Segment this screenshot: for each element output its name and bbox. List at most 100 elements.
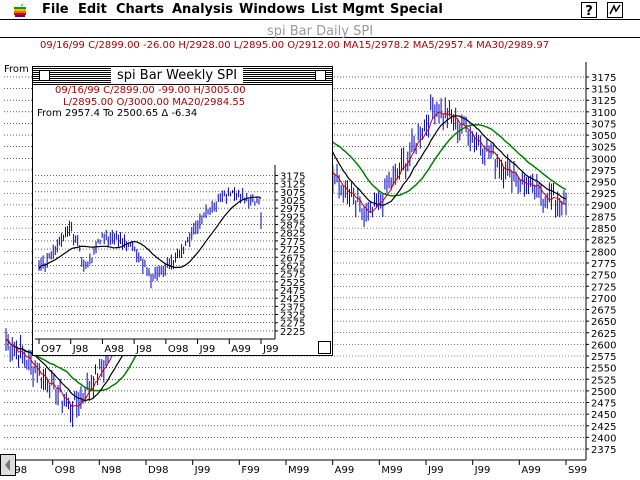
x-tick-label: J98 — [135, 344, 152, 355]
y-tick-label: 2275 — [280, 319, 305, 330]
menu-bar: File Edit Charts Analysis Windows List M… — [0, 0, 640, 20]
y-tick-label: 2900 — [591, 201, 616, 212]
menu-windows[interactable]: Windows — [239, 2, 306, 17]
y-tick-label: 2575 — [591, 352, 616, 363]
grow-box-icon[interactable] — [318, 341, 331, 354]
y-tick-label: 2625 — [280, 261, 305, 272]
y-tick-label: 3025 — [280, 196, 305, 207]
y-tick-label: 2925 — [280, 212, 305, 223]
y-tick-label: 2550 — [591, 364, 616, 375]
y-tick-label: 2825 — [591, 236, 616, 247]
y-tick-label: 2525 — [591, 375, 616, 386]
y-tick-label: 2700 — [591, 294, 616, 305]
menu-special[interactable]: Special — [390, 2, 443, 17]
y-tick-label: 3175 — [591, 73, 616, 84]
y-tick-label: 2500 — [591, 387, 616, 398]
y-tick-label: 2675 — [280, 253, 305, 264]
y-tick-label: 2750 — [591, 271, 616, 282]
y-tick-label: 2375 — [591, 445, 616, 456]
menu-edit[interactable]: Edit — [78, 2, 107, 17]
y-tick-label: 2725 — [280, 245, 305, 256]
y-tick-label: 2975 — [591, 166, 616, 177]
menu-charts[interactable]: Charts — [116, 2, 164, 17]
y-tick-label: 3075 — [280, 188, 305, 199]
weekly-info-line-1: 09/16/99 C/2899.00 -99.00 H/3005.00 — [55, 85, 246, 96]
x-tick-label: A99 — [335, 465, 355, 476]
y-tick-label: 2675 — [591, 306, 616, 317]
x-tick-label: O98 — [55, 465, 76, 476]
x-tick-label: S99 — [568, 465, 587, 476]
y-tick-label: 2400 — [591, 433, 616, 444]
y-tick-label: 3100 — [591, 108, 616, 119]
ma20-line — [38, 196, 262, 269]
y-tick-label: 2475 — [591, 399, 616, 410]
y-tick-label: 2650 — [591, 317, 616, 328]
weekly-from-line: From 2957.4 To 2500.65 Δ -6.34 — [37, 108, 198, 119]
weekly-info-line-2: L/2895.00 O/3000.00 MA20/2984.55 — [63, 97, 246, 108]
y-tick-label: 2375 — [280, 302, 305, 313]
y-tick-label: 2975 — [280, 204, 305, 215]
x-tick-label: J99 — [199, 344, 216, 355]
y-tick-label: 2425 — [591, 422, 616, 433]
y-tick-label: 2925 — [591, 189, 616, 200]
y-tick-label: 2775 — [591, 259, 616, 270]
daily-window-title: spi Bar Daily SPI — [266, 24, 374, 39]
y-tick-label: 2575 — [280, 270, 305, 281]
y-tick-label: 3050 — [591, 131, 616, 142]
y-tick-label: 2825 — [280, 229, 305, 240]
weekly-window-title-bar[interactable]: spi Bar Weekly SPI — [33, 67, 332, 85]
x-tick-label: S98 — [8, 465, 27, 476]
y-tick-label: 2475 — [280, 286, 305, 297]
close-box-icon[interactable] — [39, 70, 50, 81]
y-tick-label: 3175 — [280, 171, 305, 182]
y-tick-label: 2725 — [591, 282, 616, 293]
x-tick-label: J99 — [474, 465, 491, 476]
y-tick-label: 2525 — [280, 278, 305, 289]
x-tick-label: O98 — [168, 344, 189, 355]
x-tick-label: O97 — [41, 344, 62, 355]
svg-text:?: ? — [585, 4, 593, 18]
menu-list-mgmt[interactable]: List Mgmt — [311, 2, 385, 17]
y-tick-label: 2950 — [591, 178, 616, 189]
daily-info-line: 09/16/99 C/2899.00 -26.00 H/2928.00 L/28… — [40, 40, 550, 51]
y-tick-label: 3125 — [591, 96, 616, 107]
y-tick-label: 2625 — [591, 329, 616, 340]
y-tick-label: 2450 — [591, 410, 616, 421]
y-tick-label: 2800 — [591, 247, 616, 258]
x-tick-label: M99 — [381, 465, 402, 476]
y-tick-label: 2425 — [280, 294, 305, 305]
y-tick-label: 2875 — [280, 221, 305, 232]
weekly-chart[interactable]: 3175312530753025297529252875282527752725… — [33, 85, 332, 355]
x-tick-label: A98 — [104, 344, 124, 355]
zoom-box-icon[interactable] — [315, 70, 326, 81]
x-tick-label: A99 — [521, 465, 541, 476]
y-tick-label: 3000 — [591, 154, 616, 165]
weekly-window-title: spi Bar Weekly SPI — [111, 67, 244, 84]
x-tick-label: F99 — [241, 465, 259, 476]
y-tick-label: 2850 — [591, 224, 616, 235]
x-tick-label: J99 — [262, 344, 279, 355]
menu-analysis[interactable]: Analysis — [172, 2, 233, 17]
x-tick-label: M99 — [288, 465, 309, 476]
y-tick-label: 2775 — [280, 237, 305, 248]
application-icon[interactable] — [607, 2, 623, 18]
x-tick-label: J98 — [72, 344, 89, 355]
help-icon[interactable]: ? — [581, 2, 597, 18]
y-tick-label: 3075 — [591, 119, 616, 130]
x-tick-label: N98 — [101, 465, 121, 476]
y-tick-label: 2225 — [280, 327, 305, 338]
x-tick-label: J99 — [194, 465, 211, 476]
y-tick-label: 3125 — [280, 180, 305, 191]
scroll-left-icon[interactable] — [0, 454, 16, 476]
y-tick-label: 2600 — [591, 340, 616, 351]
weekly-chart-window: spi Bar Weekly SPI 09/16/99 C/2899.00 -9… — [32, 66, 333, 356]
x-tick-label: J99 — [427, 465, 444, 476]
menu-file[interactable]: File — [42, 2, 69, 17]
x-tick-label: D98 — [148, 465, 168, 476]
daily-window-title-bar[interactable]: spi Bar Daily SPI — [0, 20, 640, 39]
y-tick-label: 2875 — [591, 212, 616, 223]
y-tick-label: 2325 — [280, 311, 305, 322]
y-tick-label: 3025 — [591, 143, 616, 154]
x-tick-label: A99 — [231, 344, 251, 355]
apple-icon[interactable] — [12, 2, 28, 18]
